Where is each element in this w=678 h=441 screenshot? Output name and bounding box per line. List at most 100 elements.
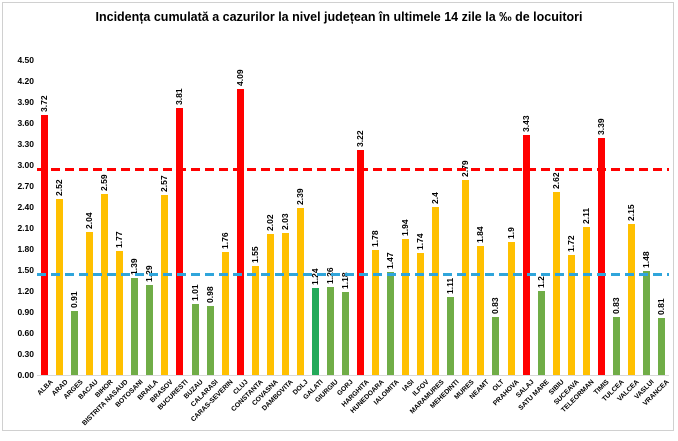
bar-valcea: [627, 224, 635, 375]
y-axis-tick-label: 0.60: [17, 328, 34, 338]
bar-value-label: 0.83: [490, 297, 501, 314]
bar-constanta: [251, 266, 259, 375]
bar-galati: [311, 288, 319, 375]
y-axis-tick-label: 0.00: [17, 370, 34, 380]
bar-value-label: 1.26: [324, 267, 335, 284]
bar-value-label: 1.9: [505, 227, 516, 239]
bar-covasna: [266, 234, 274, 375]
bar-olt: [492, 317, 500, 375]
bar-dambovita: [281, 233, 289, 375]
bar-value-label: 2.62: [550, 172, 561, 189]
bar-arad: [56, 199, 64, 375]
bar-value-label: 2.11: [580, 207, 591, 224]
y-axis-tick-label: 1.80: [17, 244, 34, 254]
bar-value-label: 2.4: [430, 192, 441, 204]
bar-caras-severin: [221, 252, 229, 375]
bar-timis: [597, 138, 605, 375]
bar-value-label: 1.78: [370, 230, 381, 247]
bar-value-label: 3.43: [520, 115, 531, 132]
bar-cluj: [236, 89, 244, 375]
y-axis-tick-label: 3.60: [17, 118, 34, 128]
bar-value-label: 2.15: [625, 204, 636, 221]
y-axis-tick-label: 3.30: [17, 139, 34, 149]
y-axis-tick-label: 1.20: [17, 286, 34, 296]
bar-value-label: 2.59: [99, 174, 110, 191]
bar-value-label: 2.02: [264, 214, 275, 231]
bar-value-label: 1.74: [415, 233, 426, 250]
bar-satu-mare: [537, 291, 545, 375]
x-axis-line: [37, 375, 669, 376]
bar-prahova: [507, 242, 515, 375]
bar-value-label: 1.48: [640, 251, 651, 268]
bar-value-label: 2.03: [279, 213, 290, 230]
bar-arges: [71, 311, 79, 375]
bar-vrancea: [657, 318, 665, 375]
bar-bacau: [86, 232, 94, 375]
y-axis-tick-label: 2.70: [17, 181, 34, 191]
y-axis-tick-label: 3.00: [17, 160, 34, 170]
bar-iasi: [402, 239, 410, 375]
y-axis-tick-label: 2.40: [17, 202, 34, 212]
bar-giurgiu: [326, 287, 334, 375]
bar-value-label: 3.39: [595, 118, 606, 135]
bar-value-label: 2.39: [294, 188, 305, 205]
bar-braila: [146, 285, 154, 375]
bar-value-label: 3.22: [355, 130, 366, 147]
bar-maramures: [432, 207, 440, 375]
bar-value-label: 1.84: [475, 226, 486, 243]
bar-brasov: [161, 195, 169, 375]
bar-value-label: 0.83: [610, 297, 621, 314]
bar-bistrita-nasaud: [116, 251, 124, 375]
red-threshold-line: [37, 167, 669, 171]
bar-mehedinti: [447, 297, 455, 375]
bar-ialomita: [387, 272, 395, 375]
bar-value-label: 1.76: [219, 232, 230, 249]
bar-value-label: 0.81: [655, 298, 666, 315]
bar-hunedoara: [372, 250, 380, 375]
bar-value-label: 2.57: [159, 175, 170, 192]
bar-bihor: [101, 194, 109, 375]
bar-suceava: [567, 255, 575, 375]
bar-gorj: [341, 292, 349, 375]
bar-value-label: 3.81: [174, 88, 185, 105]
bar-value-label: 1.11: [445, 277, 456, 294]
bar-value-label: 1.72: [565, 235, 576, 252]
bar-value-label: 2.04: [84, 212, 95, 229]
y-axis-tick-label: 4.50: [17, 55, 34, 65]
y-axis-tick-label: 0.30: [17, 349, 34, 359]
bar-value-label: 3.72: [39, 95, 50, 112]
bar-vaslui: [642, 271, 650, 375]
bar-alba: [41, 115, 49, 375]
bar-harghita: [357, 150, 365, 375]
bar-value-label: 1.77: [114, 231, 125, 248]
bar-value-label: 1.24: [309, 268, 320, 285]
blue-threshold-line: [37, 272, 669, 276]
bar-value-label: 1.01: [189, 284, 200, 301]
bar-value-label: 1.47: [385, 252, 396, 269]
bar-ilfov: [417, 253, 425, 375]
y-axis-tick-label: 3.90: [17, 97, 34, 107]
bar-value-label: 1.2: [535, 276, 546, 288]
bar-botosani: [131, 278, 139, 375]
bar-neamt: [477, 246, 485, 375]
bar-bucuresti: [176, 108, 184, 375]
y-axis-tick-label: 1.50: [17, 265, 34, 275]
chart-frame: [2, 2, 674, 431]
bar-value-label: 1.94: [400, 219, 411, 236]
bar-salaj: [522, 135, 530, 375]
bar-value-label: 2.52: [54, 179, 65, 196]
bar-sibiu: [552, 192, 560, 375]
bar-mures: [462, 180, 470, 375]
bar-buzau: [191, 304, 199, 375]
bar-dolj: [296, 208, 304, 375]
chart-title: Incidența cumulată a cazurilor la nivel …: [95, 10, 583, 24]
y-axis-tick-label: 4.20: [17, 76, 34, 86]
bar-calarasi: [206, 306, 214, 375]
bar-value-label: 0.98: [204, 286, 215, 303]
y-axis-tick-label: 0.90: [17, 307, 34, 317]
bar-value-label: 0.91: [69, 291, 80, 308]
bar-value-label: 1.55: [249, 246, 260, 263]
y-axis-tick-label: 2.10: [17, 223, 34, 233]
bar-tulcea: [612, 317, 620, 375]
